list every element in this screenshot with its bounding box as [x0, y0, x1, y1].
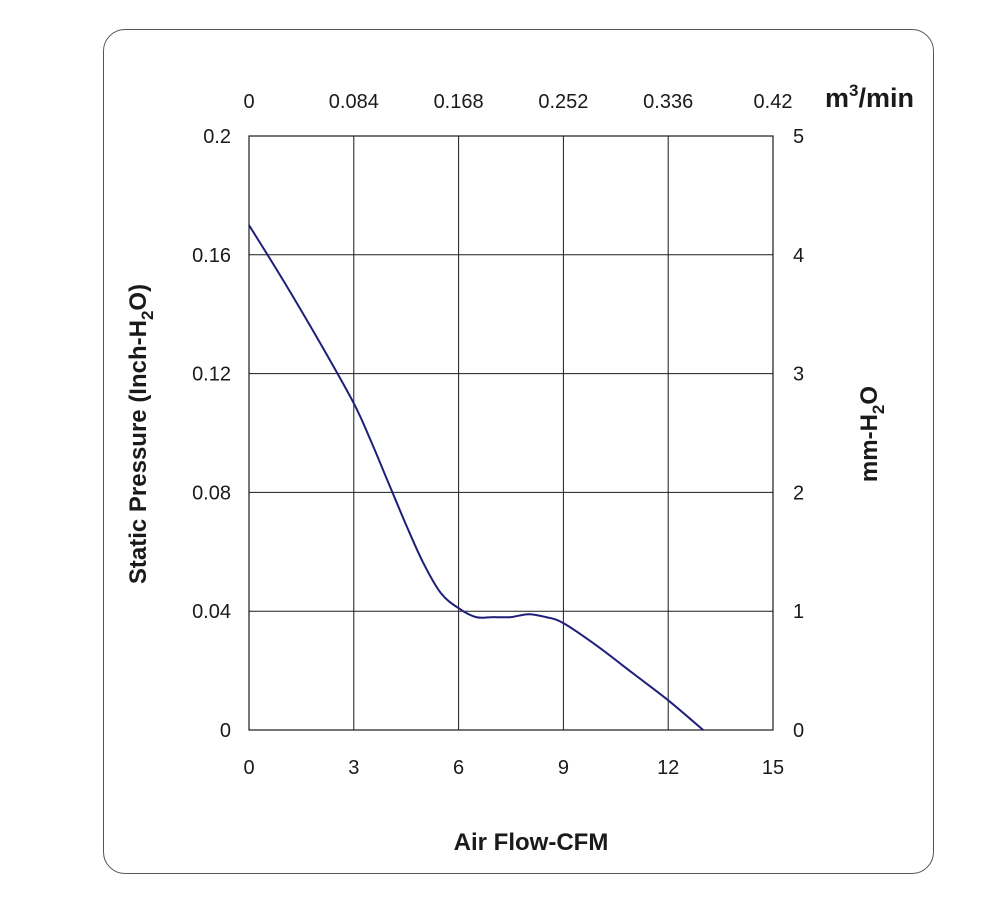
y-tick-label: 0.08: [192, 482, 231, 504]
x-tick-label: 3: [348, 757, 359, 779]
grid: [249, 136, 773, 730]
x-tick-label: 6: [453, 757, 464, 779]
top-axis-title: m3/min: [825, 81, 914, 113]
right-axis-title-sub: 2: [869, 405, 888, 414]
top-axis-title-sup: 3: [849, 81, 858, 100]
y-tick-label: 0.04: [192, 601, 231, 623]
right-axis-title-main: mm-H: [856, 414, 883, 482]
y-tick-label: 0.12: [192, 364, 231, 386]
top-axis-tick-label: 0.168: [434, 91, 484, 113]
top-axis-title-main: m: [825, 83, 849, 113]
right-axis-tick-label: 1: [793, 601, 804, 623]
top-axis-title-end: /min: [858, 83, 914, 113]
chart-frame: [103, 29, 934, 874]
tick-labels: 0 3 6 9 12 150 0.084 0.168 0.252 0.336 0.4200.040.…: [192, 91, 804, 779]
x-tick-label: 9: [558, 757, 569, 779]
y-axis-title-end: O): [125, 284, 152, 311]
right-axis-tick-label: 3: [793, 364, 804, 386]
top-axis-tick-label: 0.42: [754, 91, 793, 113]
right-axis-tick-label: 5: [793, 126, 804, 148]
y-tick-label: 0.16: [192, 245, 231, 267]
x-tick-label: 12: [657, 757, 679, 779]
right-axis-tick-label: 4: [793, 245, 804, 267]
right-axis-tick-label: 2: [793, 482, 804, 504]
y-axis-title-main: Static Pressure (Inch-H: [125, 320, 152, 584]
x-tick-label: 0: [243, 757, 254, 779]
top-axis-tick-label: 0.252: [538, 91, 588, 113]
top-axis-tick-label: 0: [243, 91, 254, 113]
top-axis-tick-label: 0.084: [329, 91, 379, 113]
y-axis-title-sub: 2: [138, 311, 157, 320]
x-tick-label: 15: [762, 757, 784, 779]
right-axis-title-end: O: [856, 386, 883, 405]
right-axis-title: mm-H2O: [856, 386, 888, 482]
y-tick-label: 0: [220, 720, 231, 742]
top-axis-tick-label: 0.336: [643, 91, 693, 113]
y-tick-label: 0.2: [203, 126, 231, 148]
right-axis-tick-label: 0: [793, 720, 804, 742]
x-axis-title: Air Flow-CFM: [454, 829, 609, 856]
series-line: [248, 224, 704, 731]
y-axis-title: Static Pressure (Inch-H2O): [125, 284, 157, 584]
plot-area: [248, 135, 774, 731]
